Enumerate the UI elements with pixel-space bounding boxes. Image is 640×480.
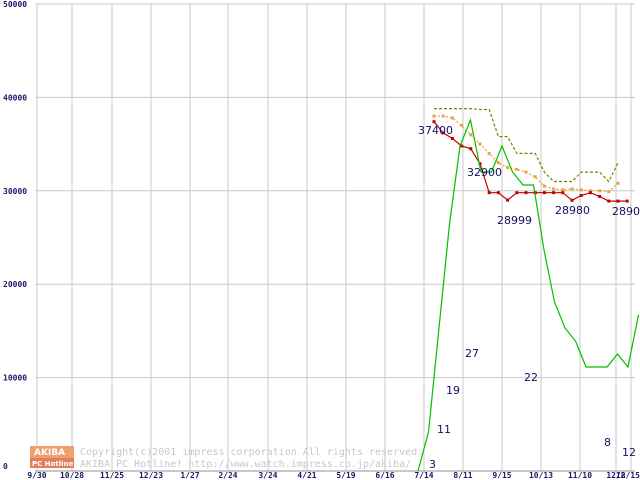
y-tick-label: 50000 — [3, 0, 27, 9]
data-label: 8 — [604, 436, 611, 449]
series-marker — [561, 188, 565, 192]
x-tick-label: 11/25 — [100, 471, 124, 480]
series-marker — [588, 189, 592, 193]
x-tick-label: 1/27 — [180, 471, 199, 480]
series-marker — [460, 144, 464, 148]
series-marker — [579, 193, 583, 197]
series-lines — [417, 108, 640, 472]
x-axis-tick-labels: 9/30 10/28 11/25 12/23 1/27 2/24 3/24 4/21 5/19 6… — [27, 471, 640, 480]
watermark-copyright: Copyright(c)2001 impress corporation All… — [80, 447, 423, 458]
series-line — [433, 121, 628, 202]
data-label: 28900 — [612, 205, 640, 218]
logo-text-top: AKIBA — [34, 448, 65, 458]
series-marker — [552, 187, 556, 191]
series-marker — [598, 189, 602, 193]
x-tick-label: 4/21 — [297, 471, 316, 480]
series-marker — [616, 199, 620, 203]
x-tick-label: 10/13 — [529, 471, 553, 480]
series-marker — [478, 162, 482, 166]
x-tick-label: 2/24 — [218, 471, 237, 480]
x-tick-label: 6/16 — [375, 471, 394, 480]
series-marker — [441, 131, 445, 135]
series-marker — [450, 116, 454, 120]
series-marker — [487, 191, 491, 195]
y-tick-label: 0 — [3, 462, 8, 471]
series-marker — [487, 151, 491, 155]
x-tick-label: 11/10 — [568, 471, 592, 480]
series-marker — [588, 191, 592, 195]
series-marker — [432, 120, 436, 124]
y-tick-label: 10000 — [3, 374, 27, 383]
series-marker — [542, 191, 546, 195]
series-marker — [533, 175, 537, 179]
x-tick-label: 7/14 — [414, 471, 433, 480]
x-tick-label: 10/28 — [60, 471, 84, 480]
data-label: 19 — [446, 384, 460, 397]
data-label: 22 — [524, 371, 538, 384]
data-label: 3 — [429, 458, 436, 471]
x-tick-label: 9/15 — [492, 471, 511, 480]
series-marker — [469, 147, 473, 151]
watermark-url: AKIBA PC Hotline! http://www.watch.impre… — [80, 459, 411, 470]
series-marker — [524, 170, 528, 174]
series-marker — [607, 199, 611, 203]
y-tick-label: 20000 — [3, 280, 27, 289]
data-label: 37400 — [418, 124, 453, 137]
data-label: 11 — [437, 423, 451, 436]
series-marker — [552, 191, 556, 195]
series-line — [434, 108, 619, 183]
y-tick-label: 40000 — [3, 93, 27, 102]
series-marker — [598, 194, 602, 198]
series-marker — [616, 181, 620, 185]
data-label: 28999 — [497, 214, 532, 227]
series-marker — [570, 198, 574, 202]
data-label: 28980 — [555, 204, 590, 217]
x-tick-label: 12/15 — [616, 471, 640, 480]
data-label: 27 — [465, 347, 479, 360]
x-tick-label: 9/30 — [27, 471, 46, 480]
series-marker — [561, 191, 565, 195]
data-labels: 37400 32900 28999 28980 28900 3 11 19 27 22 8 12 — [418, 124, 640, 471]
series-marker — [506, 198, 510, 202]
series-marker — [506, 165, 510, 169]
series-marker — [478, 142, 482, 146]
series-marker — [579, 188, 583, 192]
series-marker — [625, 199, 629, 203]
series-marker — [515, 191, 519, 195]
series-marker — [496, 191, 500, 195]
series-marker — [570, 187, 574, 191]
x-tick-label: 8/11 — [453, 471, 472, 480]
data-label: 32900 — [467, 166, 502, 179]
series-marker — [432, 114, 436, 118]
grid-lines — [35, 3, 635, 472]
series-line — [417, 117, 640, 472]
x-tick-label: 12/8 — [606, 471, 625, 480]
x-tick-label: 5/19 — [336, 471, 355, 480]
logo-text-bottom: PC Hotline! — [32, 460, 76, 468]
series-marker — [607, 190, 611, 194]
series-marker — [524, 191, 528, 195]
series-marker — [496, 161, 500, 165]
logo-box-bottom — [30, 458, 74, 468]
series-marker — [441, 114, 445, 118]
x-tick-label: 3/24 — [258, 471, 277, 480]
series-marker — [460, 123, 464, 127]
x-tick-label: 12/23 — [139, 471, 163, 480]
data-label: 12 — [622, 446, 636, 459]
y-axis-tick-labels: 0 10000 20000 30000 40000 50000 — [3, 0, 27, 471]
logo-box-top — [30, 446, 74, 458]
y-tick-label: 30000 — [3, 187, 27, 196]
series-marker — [450, 136, 454, 140]
watermark: AKIBA PC Hotline! Copyright(c)2001 impre… — [30, 446, 423, 470]
series-marker — [542, 184, 546, 188]
series-marker — [515, 167, 519, 171]
series-marker — [469, 133, 473, 137]
